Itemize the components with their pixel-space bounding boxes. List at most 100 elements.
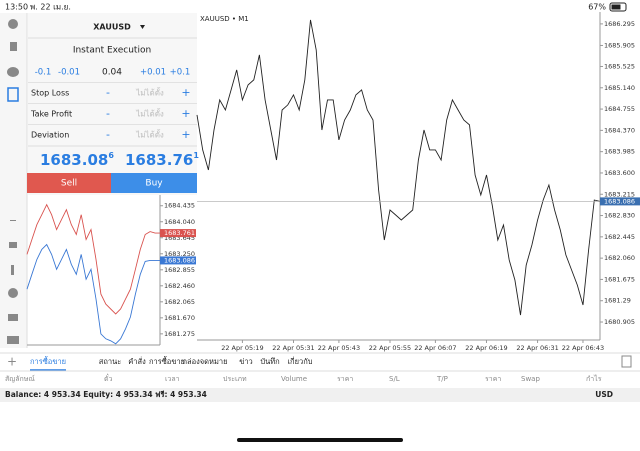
x-tick-label: 22 Apr 06:07 [414,344,456,352]
volume-step[interactable]: -0.01 [58,68,80,78]
column-header: T/P [436,375,448,383]
x-tick-label: 22 Apr 05:31 [272,344,314,352]
x-tick-label: 22 Apr 06:19 [465,344,507,352]
tab[interactable]: กล่องจดหมาย [182,357,227,366]
price-line [26,243,160,345]
tab[interactable]: คำสั่ง [128,356,146,366]
volume-step[interactable]: +0.1 [170,68,191,78]
status-battery: 67% [588,3,606,12]
y-tick-label: 1680.905 [604,318,635,326]
chart-title: XAUUSD • M1 [200,15,249,23]
price-tag [160,256,196,265]
y-tick-label: 1683.600 [604,169,635,177]
y-tick-label: 1682.065 [164,298,195,306]
bid-main: 1683.08 [40,151,108,169]
ask-price: 1683.761 [125,151,199,169]
ask-main: 1683.76 [125,151,193,169]
row-label: Take Profit [30,110,72,119]
y-tick-label: 1682.855 [164,266,195,274]
table-header: สัญลักษณ์ ตั๋ว เวลา ประเภท Volume ราคา S/L T/P ร… [5,374,602,383]
row-plus[interactable]: + [181,128,190,141]
tab[interactable]: เกี่ยวกับ [287,356,312,366]
row-plus[interactable]: + [181,86,190,99]
row-minus[interactable]: - [106,128,110,141]
row-value: ไม่ได้ตั้ง [135,108,164,119]
bid-price: 1683.086 [40,151,114,169]
column-header: S/L [389,375,400,383]
battery-icon [609,2,627,12]
y-tick-label: 1685.140 [604,84,635,92]
tab[interactable]: การซื้อขาย [149,356,185,366]
column-header: เวลา [165,375,180,383]
y-tick-label: 1683.645 [164,234,195,242]
x-tick-label: 22 Apr 05:19 [221,344,263,352]
row-label: Deviation [31,131,69,140]
column-header: กำไร [586,374,602,383]
price-tag [160,229,196,238]
status-time: 13:50 [5,3,28,12]
price-tag-label: 1683.086 [164,256,195,264]
volume-row: -0.1 -0.01 0.04 +0.01 +0.1 [35,68,191,78]
symbol-dropdown[interactable] [140,25,145,29]
y-tick-label: 1683.250 [164,250,195,258]
symbol[interactable]: XAUUSD [93,23,131,32]
column-header: ประเภท [223,375,247,383]
y-tick-label: 1681.275 [164,330,195,338]
y-tick-label: 1684.435 [164,202,195,210]
add-button[interactable]: + [7,355,17,369]
row-value: ไม่ได้ตั้ง [135,129,164,140]
y-tick-label: 1686.295 [604,20,635,28]
y-tick-label: 1682.060 [604,254,635,262]
toolbar-icons[interactable] [7,19,19,344]
tab[interactable]: ข่าว [239,357,253,366]
main-chart: 1686.295 1685.905 1685.525 1685.140 1684.755… [196,12,640,352]
volume-step[interactable]: +0.01 [140,68,166,78]
tab[interactable]: บันทึก [260,357,279,366]
mini-chart: 1684.435 1684.040 1683.645 1683.250 1682.855… [26,195,196,346]
y-tick-label: 1683.215 [604,190,635,198]
y-tick-label: 1682.830 [604,212,635,220]
sell-button[interactable] [27,173,111,193]
y-tick-label: 1681.675 [604,275,635,283]
y-tick-label: 1681.29 [604,297,631,305]
row-value: ไม่ได้ตั้ง [135,87,164,98]
column-header: สัญลักษณ์ [5,375,35,383]
order-rows: Stop Loss - ไม่ได้ตั้ง + Take Profit - ไม่ได้ต… [28,82,197,141]
y-tick-label: 1684.040 [164,218,195,226]
tab[interactable]: สถานะ [99,357,122,366]
row-minus[interactable]: - [106,86,110,99]
y-tick-label: 1685.525 [604,62,635,70]
sell-label[interactable]: Sell [61,179,77,189]
column-header: Swap [521,375,540,383]
column-header: ราคา [485,375,501,383]
column-header: ราคา [337,375,353,383]
y-tick-label: 1683.985 [604,148,635,156]
home-indicator [237,438,403,442]
current-price-tag [600,197,640,206]
y-tick-label: 1682.445 [604,233,635,241]
y-tick-label: 1684.370 [604,126,635,134]
status-date: พ. 22 เม.ย. [30,3,71,12]
row-plus[interactable]: + [181,107,190,120]
volume-step[interactable]: -0.1 [35,68,52,78]
currency: USD [595,390,613,399]
y-tick-label: 1685.905 [604,41,635,49]
buy-button[interactable] [111,173,197,193]
y-tick-label: 1681.670 [164,314,195,322]
battery-level [611,4,621,10]
balance: Balance: 4 953.34 Equity: 4 953.34 ฟรี: … [5,390,207,399]
execution-type[interactable]: Instant Execution [73,46,151,56]
buy-label[interactable]: Buy [145,179,163,189]
ask-last: 1 [193,151,199,160]
row-minus[interactable]: - [106,107,110,120]
price-line [196,19,601,316]
row-label: Stop Loss [31,89,69,98]
current-price-label: 1683.086 [604,197,635,205]
balance-bar [0,388,640,402]
tabs: การซื้อขาย สถานะ คำสั่ง การซื้อขายกล่องจดหม… [30,356,313,371]
tab[interactable]: การซื้อขาย [30,356,66,366]
x-tick-label: 22 Apr 06:31 [516,344,558,352]
tab-icon[interactable] [621,355,632,368]
column-header: ตั๋ว [104,374,113,383]
